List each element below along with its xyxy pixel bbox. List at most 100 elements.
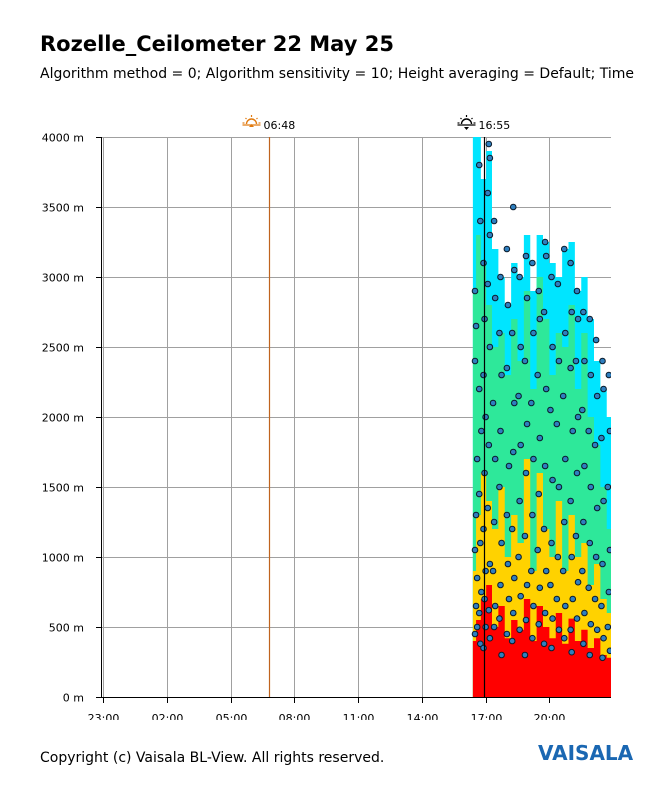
sun-arrow [249, 124, 254, 127]
cloud-base-point [475, 490, 483, 498]
sun-ray [256, 117, 258, 120]
x-tick-label: 02:00 [152, 712, 184, 720]
cloud-base-point [598, 602, 605, 610]
cloud-base-point [498, 651, 505, 659]
cloud-base-point [528, 399, 535, 407]
cloud-base-point [605, 588, 611, 596]
cloud-base-point [562, 455, 569, 463]
cloud-base-point [599, 357, 606, 365]
backscatter-mid-layer [472, 459, 611, 697]
cloud-base-point [509, 609, 517, 617]
y-axis-ticks: 0 m 500 m 1000 m 1500 m 2000 m 2500 m 3000 m 35… [42, 132, 101, 705]
cloud-base-point [580, 518, 587, 526]
cloud-base-point [472, 602, 480, 610]
cloud-base-point [480, 371, 487, 379]
cloud-base-point [581, 462, 588, 470]
cloud-base-point [471, 546, 479, 554]
cloud-base-point [521, 651, 529, 659]
cloud-base-point [599, 560, 606, 568]
axes [101, 137, 611, 698]
cloud-base-point [496, 329, 503, 337]
cloud-base-point [489, 567, 497, 575]
cloud-base-point [472, 511, 480, 519]
x-tick-label: 05:00 [216, 712, 248, 720]
cloud-base-point [490, 518, 498, 526]
cloud-base-point [536, 315, 544, 323]
cloud-base-point [530, 602, 537, 610]
cloud-base-point [511, 399, 518, 407]
cloud-base-point [562, 602, 569, 610]
cloud-base-point [497, 427, 504, 435]
cloud-base-point [587, 371, 595, 379]
cloud-base-point [516, 626, 523, 634]
cloud-base-point [516, 497, 523, 505]
cloud-base-point [528, 567, 535, 575]
cloud-base-point [482, 567, 489, 575]
cloud-base-point [508, 637, 516, 645]
ceilometer-plot: 06:48 16:55 0 m 500 m 1000 m 1500 m 2000 m 250… [42, 115, 611, 720]
cloud-base-point [572, 532, 580, 540]
cloud-base-point [534, 371, 541, 379]
cloud-base-point [547, 406, 554, 414]
y-tick-label: 4000 m [42, 132, 84, 145]
x-tick-label: 17:00 [471, 712, 503, 720]
cloud-base-point [573, 615, 581, 622]
cloud-base-point [472, 322, 480, 330]
cloud-base-point [553, 595, 561, 603]
cloud-base-point [560, 518, 568, 526]
cloud-base-point [517, 343, 524, 351]
sun-arrow [464, 127, 469, 130]
y-tick-label: 1500 m [42, 482, 84, 495]
sunrise-icon [242, 115, 261, 127]
y-tick-label: 1000 m [42, 552, 84, 565]
cloud-base-point [542, 567, 550, 575]
cloud-base-point [541, 238, 549, 246]
cloud-base-point [471, 287, 479, 295]
cloud-base-point [572, 357, 580, 365]
backscatter-high-layer [472, 585, 611, 697]
cloud-base-point [549, 615, 556, 622]
x-tick-label: 23:00 [88, 712, 120, 720]
cloud-base-point [509, 448, 517, 456]
sun-time-label: 16:55 [479, 119, 511, 132]
cloud-base-point [517, 592, 524, 600]
cloud-base-point [574, 413, 582, 421]
sun-arc [245, 118, 258, 125]
cloud-base-point [592, 336, 600, 344]
sun-markers: 06:48 16:55 [242, 115, 511, 697]
cloud-base-point [586, 315, 594, 323]
cloud-base-point [529, 511, 536, 519]
cloud-base-point [587, 483, 595, 491]
cloud-base-point [530, 455, 537, 463]
cloud-base-point [585, 427, 592, 435]
cloud-base-point [580, 308, 587, 316]
cloud-base-point [598, 434, 605, 442]
cloud-base-point [535, 287, 543, 295]
cloud-base-point [548, 539, 555, 547]
cloud-base-point [473, 623, 481, 631]
cloud-base-point [503, 511, 511, 519]
cloud-base-point [542, 385, 550, 393]
cloud-base-point [574, 315, 582, 323]
cloud-base-point [547, 581, 554, 589]
x-tick-label: 08:00 [279, 712, 311, 720]
cloud-base-point [605, 371, 611, 379]
cloud-base-point [553, 420, 561, 428]
cloud-base-point [505, 462, 513, 470]
chart-title: Rozelle_Ceilometer 22 May 25 [40, 32, 394, 56]
cloud-base-point [567, 626, 574, 634]
cloud-base-point [482, 623, 489, 631]
cloud-base-point [522, 252, 530, 260]
cloud-base-point [585, 584, 592, 592]
cloud-base-point [515, 553, 522, 561]
cloud-base-point [478, 427, 485, 435]
cloud-base-point [521, 357, 529, 365]
sun-ray [460, 117, 462, 120]
cloud-base-point [477, 539, 484, 547]
cloud-base-point [485, 140, 493, 148]
cloud-base-point [485, 606, 493, 614]
y-tick-label: 2500 m [42, 342, 84, 355]
cloud-base-point [511, 266, 518, 274]
cloud-base-point [475, 161, 483, 169]
cloud-base-point [491, 294, 499, 302]
